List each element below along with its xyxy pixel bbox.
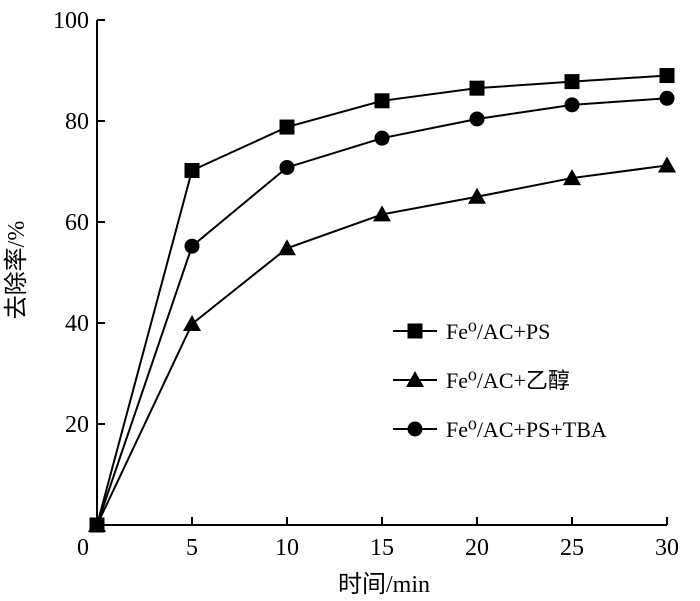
data-point-triangle [468,187,486,204]
y-tick-label: 100 [53,8,89,34]
data-point-circle [89,517,105,533]
series-triangle [88,156,676,532]
legend-marker-circle [407,421,423,437]
legend-marker-square [407,323,423,339]
x-tick-label: 15 [370,535,394,561]
y-tick-label: 40 [65,311,89,337]
data-point-square [184,162,200,178]
x-tick-label: 10 [275,535,299,561]
y-tick-label: 80 [65,109,89,135]
data-point-square [374,93,390,109]
legend-label: Fe⁰/AC+PS+TBA [446,417,607,442]
x-tick-label: 20 [465,535,489,561]
data-point-triangle [658,156,676,173]
data-point-triangle [278,239,296,256]
legend: Fe⁰/AC+PS Fe⁰/AC+乙醇 Fe⁰/AC+PS+TBA [393,319,607,442]
legend-label: Fe⁰/AC+乙醇 [446,368,570,393]
x-tick-label: 5 [186,535,198,561]
data-point-triangle [563,169,581,186]
x-axis-label: 时间/min [338,571,430,598]
x-tick-label: 30 [655,535,679,561]
data-point-circle [374,130,390,146]
data-point-square [659,68,675,84]
data-point-circle [659,90,675,106]
axes: 20 40 60 80 100 0 5 10 15 20 25 30 [53,8,679,561]
data-point-square [564,74,580,90]
legend-entry: Fe⁰/AC+PS+TBA [393,417,607,442]
data-point-circle [469,111,485,127]
y-tick-label: 60 [65,210,89,236]
data-point-circle [279,159,295,175]
series-layer [88,68,676,533]
x-tick-label: 0 [77,535,89,561]
data-point-triangle [373,205,391,222]
data-point-triangle [183,315,201,332]
legend-marker-triangle [406,371,424,387]
y-axis-label: 去除率/% [3,221,30,320]
series-line-circle [96,97,668,526]
data-point-square [279,119,295,135]
series-circle [89,90,675,533]
data-point-square [469,80,485,96]
data-point-circle [184,238,200,254]
data-point-circle [564,97,580,113]
y-tick-label: 20 [65,412,89,438]
legend-entry: Fe⁰/AC+PS [393,319,550,344]
legend-entry: Fe⁰/AC+乙醇 [393,368,570,393]
legend-label: Fe⁰/AC+PS [446,319,550,344]
x-tick-label: 25 [560,535,584,561]
